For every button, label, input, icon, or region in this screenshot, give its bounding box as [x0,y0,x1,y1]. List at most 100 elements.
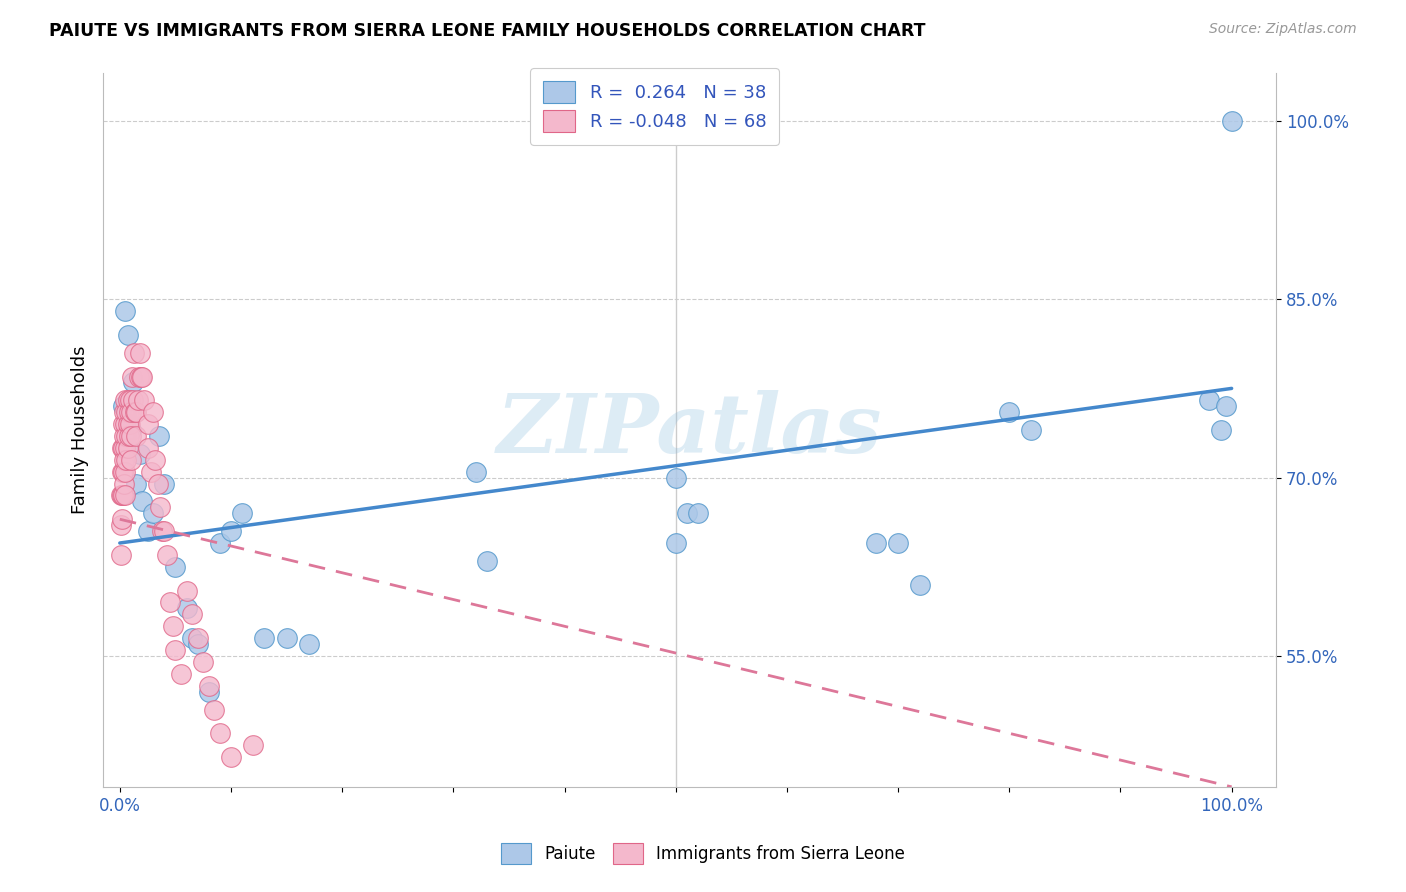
Point [998,405,1021,419]
Point [111,488,134,502]
Point [298,637,321,651]
Point [120,423,142,437]
Point [253,631,276,645]
Point [115,429,138,443]
Point [176,601,198,615]
Point [142,506,165,520]
Point [219,750,242,764]
Point [134,393,156,408]
Point [475,554,498,568]
Point [114,417,136,431]
Point [136,417,159,431]
Point [128,369,150,384]
Point [150,524,173,538]
Point [114,304,136,318]
Point [112,465,135,479]
Point [208,536,231,550]
Point [118,429,141,443]
Legend: R =  0.264   N = 38, R = -0.048   N = 68: R = 0.264 N = 38, R = -0.048 N = 68 [530,68,779,145]
Point [114,441,136,455]
Point [202,702,225,716]
Point [117,393,139,408]
Point [131,494,153,508]
Point [117,417,139,431]
Point [1021,423,1043,437]
Point [197,684,219,698]
Point [187,631,209,645]
Point [125,405,148,419]
Point [122,345,145,359]
Point [111,512,134,526]
Point [118,393,141,408]
Point [155,548,177,562]
Point [120,429,142,443]
Point [136,524,159,538]
Point [112,488,135,502]
Point [136,441,159,455]
Point [117,441,139,455]
Point [1215,399,1237,413]
Point [165,643,187,657]
Point [162,619,184,633]
Point [686,506,709,520]
Point [111,441,134,455]
Point [276,631,298,645]
Point [120,405,142,419]
Point [219,524,242,538]
Text: Source: ZipAtlas.com: Source: ZipAtlas.com [1209,22,1357,37]
Point [129,369,152,384]
Point [120,452,142,467]
Point [142,405,165,419]
Point [118,417,141,431]
Y-axis label: Family Households: Family Households [72,346,89,515]
Point [181,607,204,622]
Point [114,465,136,479]
Point [187,637,209,651]
Text: PAIUTE VS IMMIGRANTS FROM SIERRA LEONE FAMILY HOUSEHOLDS CORRELATION CHART: PAIUTE VS IMMIGRANTS FROM SIERRA LEONE F… [49,22,925,40]
Point [145,452,167,467]
Point [865,536,887,550]
Point [124,405,146,419]
Point [170,666,193,681]
Point [127,393,149,408]
Point [112,399,135,413]
Point [112,476,135,491]
Point [149,500,172,515]
Point [887,536,910,550]
Point [112,441,135,455]
Point [193,655,215,669]
Point [176,583,198,598]
Point [114,488,136,502]
Point [231,506,253,520]
Point [181,631,204,645]
Point [114,393,136,408]
Point [131,369,153,384]
Point [111,465,134,479]
Point [112,417,135,431]
Text: ZIPatlas: ZIPatlas [496,390,883,470]
Point [115,452,138,467]
Point [122,393,145,408]
Point [115,405,138,419]
Point [146,476,169,491]
Point [112,429,135,443]
Point [128,345,150,359]
Point [148,429,170,443]
Point [1198,393,1220,408]
Point [118,405,141,419]
Point [665,536,688,550]
Point [139,465,162,479]
Point [464,465,486,479]
Point [159,595,181,609]
Point [110,488,132,502]
Point [121,369,143,384]
Point [112,452,135,467]
Point [153,476,176,491]
Point [125,429,148,443]
Point [110,518,132,533]
Point [676,506,699,520]
Legend: Paiute, Immigrants from Sierra Leone: Paiute, Immigrants from Sierra Leone [495,837,911,871]
Point [1220,113,1243,128]
Point [197,679,219,693]
Point [117,327,139,342]
